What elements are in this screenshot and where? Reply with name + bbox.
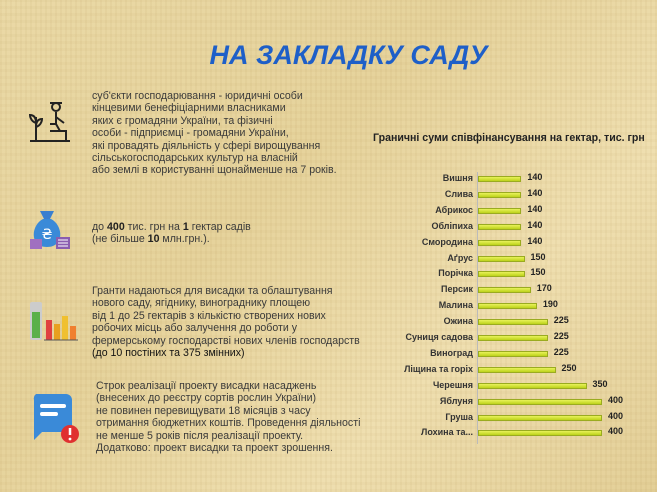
category-label: Суниця садова bbox=[405, 332, 473, 342]
data-label: 170 bbox=[536, 283, 552, 294]
bar bbox=[478, 414, 602, 421]
text-line: або землі в користуванні щонайменше на 7… bbox=[92, 164, 337, 177]
eligibility-text: суб'єкти господарювання - юридичні особи… bbox=[92, 90, 337, 177]
category-label: Вишня bbox=[442, 173, 473, 183]
svg-text:₴: ₴ bbox=[42, 227, 53, 243]
message-alert-icon bbox=[33, 394, 79, 443]
category-label: Черешня bbox=[432, 379, 473, 390]
category-label: Яблуня bbox=[439, 395, 473, 406]
text-line-bold: (до 10 постіних та 375 змінних) bbox=[92, 347, 245, 360]
category-label: Груша bbox=[445, 411, 473, 422]
data-label: 350 bbox=[592, 378, 608, 389]
text: тис. грн на bbox=[124, 221, 183, 233]
category-label: Персик bbox=[440, 284, 473, 295]
text-line: Строк реалізації проекту висадки насадже… bbox=[96, 380, 317, 392]
text-line: які провадять діяльність у сфері вирощув… bbox=[92, 139, 321, 152]
data-label: 225 bbox=[553, 331, 569, 341]
category-label: Лохина та... bbox=[421, 427, 473, 438]
chart-axis bbox=[477, 172, 478, 444]
text-line: від 1 до 25 гектарів з кількістю створен… bbox=[92, 309, 326, 322]
text-line: яких є громадяни України, та фізичні bbox=[92, 114, 273, 127]
data-label: 250 bbox=[561, 362, 577, 373]
bar bbox=[478, 271, 525, 278]
bar-chart-icon bbox=[30, 302, 78, 341]
bar bbox=[478, 350, 548, 357]
bar bbox=[478, 319, 548, 326]
data-label: 190 bbox=[542, 299, 558, 310]
category-label: Виноград bbox=[430, 347, 473, 358]
text: до bbox=[92, 221, 108, 233]
grants-text: Гранти надаються для висадки та облаштув… bbox=[92, 285, 360, 359]
bar bbox=[478, 255, 525, 262]
data-label: 140 bbox=[527, 235, 543, 246]
category-label: Порічка bbox=[438, 268, 473, 279]
text-line: Гранти надаються для висадки та облаштув… bbox=[92, 285, 333, 297]
timeline-text: Строк реалізації проекту висадки насадже… bbox=[96, 380, 360, 454]
text-line: не менше 5 років після реалізації проект… bbox=[96, 429, 304, 442]
text-line: Додатково: проект висадки та проект зрош… bbox=[96, 442, 333, 455]
bar bbox=[478, 287, 531, 294]
text-line: робочих місць або залучення до роботи у bbox=[92, 322, 298, 335]
farmer-icon bbox=[28, 102, 70, 142]
bar bbox=[478, 223, 522, 230]
bar bbox=[478, 303, 537, 310]
category-label: Обліпиха bbox=[431, 220, 473, 231]
text-line: отримання бюджетних коштів. Проведення д… bbox=[96, 417, 361, 430]
data-label: 225 bbox=[553, 346, 569, 357]
text-bold: 1 bbox=[182, 221, 189, 233]
bar bbox=[478, 335, 548, 341]
bar bbox=[478, 430, 602, 437]
text-line: кінцевими бенефіціарними власниками bbox=[92, 102, 286, 115]
data-label: 400 bbox=[608, 426, 624, 437]
data-label: 140 bbox=[527, 187, 543, 198]
data-label: 150 bbox=[530, 267, 546, 278]
bar bbox=[478, 382, 587, 389]
text: гектар садів bbox=[188, 221, 251, 233]
bar bbox=[478, 207, 522, 214]
data-label: 400 bbox=[608, 410, 624, 421]
bar bbox=[478, 239, 522, 246]
data-label: 225 bbox=[553, 315, 569, 326]
text-bold: 400 bbox=[107, 221, 125, 233]
bar bbox=[478, 398, 602, 405]
chart-title: Граничні суми співфінансування на гектар… bbox=[373, 132, 645, 144]
text-line: особи - підприємці - громадяни України, bbox=[92, 127, 289, 140]
data-label: 400 bbox=[608, 394, 624, 405]
category-label: Ліщина та горіх bbox=[404, 363, 473, 374]
category-label: Слива bbox=[444, 188, 473, 199]
text: (не більше bbox=[92, 233, 148, 246]
data-label: 140 bbox=[527, 219, 543, 230]
category-label: Аґрус bbox=[447, 252, 473, 263]
bar bbox=[478, 176, 522, 182]
text-line: фермерському господарстві нових членів г… bbox=[92, 334, 360, 347]
text-line: суб'єкти господарювання - юридичні особи bbox=[92, 90, 303, 102]
bar bbox=[478, 366, 556, 373]
data-label: 140 bbox=[527, 203, 543, 214]
text: млн.грн.). bbox=[159, 233, 210, 246]
amount-text: до 400 тис. грн на 1 гектар садів (не бі… bbox=[92, 221, 251, 246]
bar bbox=[478, 191, 522, 198]
money-bag-icon: ₴ bbox=[30, 211, 70, 249]
category-label: Малина bbox=[438, 300, 473, 311]
text-line: сільськогосподарських культур на власній bbox=[92, 152, 298, 165]
text-bold: 10 bbox=[147, 233, 160, 246]
text-line: (внесених до реєстру сортів рослин Украї… bbox=[96, 392, 317, 405]
text-line: нового саду, ягіднику, винограднику площ… bbox=[92, 297, 311, 310]
data-label: 150 bbox=[530, 251, 546, 262]
data-label: 140 bbox=[527, 172, 543, 182]
category-label: Абрикос bbox=[435, 204, 473, 215]
category-label: Ожина bbox=[443, 316, 473, 327]
page-title: НА ЗАКЛАДКУ САДУ bbox=[209, 40, 488, 70]
category-label: Смородина bbox=[421, 236, 473, 247]
text-line: не повинен перевищувати 18 місяців з час… bbox=[96, 404, 311, 417]
